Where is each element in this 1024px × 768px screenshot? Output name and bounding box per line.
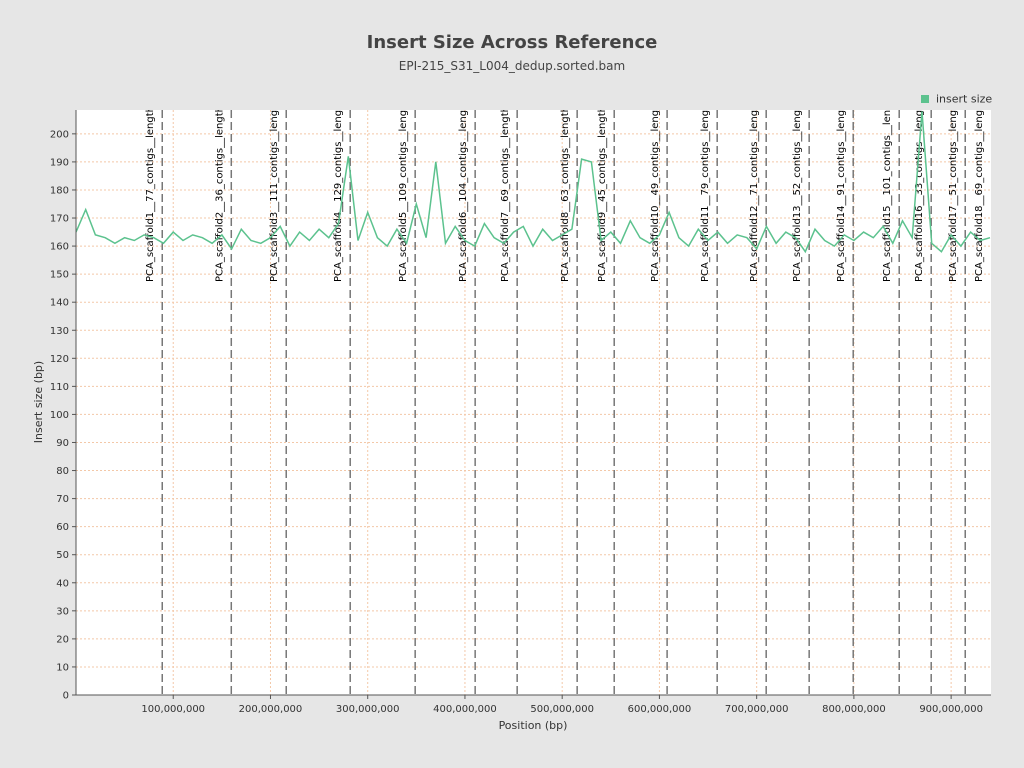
- scaffold-label: PCA_scaffold5__109_contigs__length: [398, 100, 409, 282]
- scaffold-label: PCA_scaffold4__129_contigs__length: [333, 100, 344, 282]
- y-tick-label: 180: [50, 185, 69, 196]
- scaffold-label: PCA_scaffold8__63_contigs__length: [560, 106, 571, 282]
- x-tick-label: 500,000,000: [530, 704, 594, 715]
- y-tick-label: 10: [56, 662, 69, 673]
- y-tick-label: 90: [56, 438, 69, 449]
- y-tick-label: 50: [56, 550, 69, 561]
- y-tick-label: 110: [50, 382, 69, 393]
- y-tick-label: 70: [56, 494, 69, 505]
- x-axis-label: Position (bp): [499, 719, 568, 732]
- axes: 0 10 20 30 40 50 60 70 80 90 100 110 120 130 140 150 160…: [50, 93, 993, 716]
- legend-label: insert size: [936, 93, 992, 106]
- y-tick-label: 130: [50, 326, 69, 337]
- scaffold-label: PCA_scaffold14__91_contigs__length: [836, 100, 847, 282]
- scaffold-label: PCA_scaffold1__77_contigs__length: [145, 106, 156, 282]
- scaffold-label: PCA_scaffold2__36_contigs__length: [214, 106, 225, 282]
- y-tick-label: 160: [50, 242, 69, 253]
- x-tick-label: 200,000,000: [239, 704, 303, 715]
- data-line: [76, 111, 991, 254]
- scaffold-label: PCA_scaffold9__45_contigs__length: [597, 106, 608, 282]
- x-tick-label: 900,000,000: [919, 704, 983, 715]
- scaffold-label: PCA_scaffold13__52_contigs__length: [792, 100, 803, 282]
- x-tick-label: 400,000,000: [433, 704, 497, 715]
- y-tick-label: 0: [63, 691, 69, 702]
- y-tick-label: 40: [56, 578, 69, 589]
- x-tick-label: 300,000,000: [336, 704, 400, 715]
- plot-marks: PCA_scaffold1__77_contigs__length PCA_sca…: [76, 93, 991, 695]
- x-tick-label: 600,000,000: [628, 704, 692, 715]
- scaffold-label: PCA_scaffold17__51_contigs__length: [948, 100, 959, 282]
- y-tick-label: 170: [50, 214, 69, 225]
- scaffold-label: PCA_scaffold11__79_contigs__length: [700, 100, 711, 282]
- plot-area: [76, 110, 991, 695]
- y-tick-label: 20: [56, 634, 69, 645]
- scaffold-label: PCA_scaffold10__49_contigs__length: [650, 100, 661, 282]
- scaffold-label: PCA_scaffold12__71_contigs__length: [749, 100, 760, 282]
- y-tick-label: 140: [50, 298, 69, 309]
- scaffold-label: PCA_scaffold7__69_contigs__length: [500, 106, 511, 282]
- scaffold-label: PCA_scaffold6__104_contigs__length: [458, 100, 469, 282]
- y-tick-label: 120: [50, 354, 69, 365]
- legend-swatch: [921, 95, 929, 103]
- scaffold-label: PCA_scaffold18__69_contigs__length: [974, 100, 985, 282]
- scaffold-label: PCA_scaffold15__101_contigs__length: [882, 93, 893, 282]
- y-tick-label: 200: [50, 129, 69, 140]
- y-tick-label: 190: [50, 157, 69, 168]
- y-tick-label: 60: [56, 522, 69, 533]
- scaffold-label: PCA_scaffold3__111_contigs__length: [269, 100, 280, 282]
- chart-title: Insert Size Across Reference: [367, 32, 658, 53]
- x-tick-label: 700,000,000: [725, 704, 789, 715]
- y-tick-label: 80: [56, 466, 69, 477]
- x-tick-label: 800,000,000: [822, 704, 886, 715]
- y-axis-label: Insert size (bp): [32, 361, 45, 443]
- y-tick-label: 100: [50, 410, 69, 421]
- y-tick-label: 150: [50, 270, 69, 281]
- chart-subtitle: EPI-215_S31_L004_dedup.sorted.bam: [399, 59, 625, 73]
- y-tick-label: 30: [56, 606, 69, 617]
- x-tick-label: 100,000,000: [141, 704, 205, 715]
- scaffold-label: PCA_scaffold16__33_contigs__length: [914, 100, 925, 282]
